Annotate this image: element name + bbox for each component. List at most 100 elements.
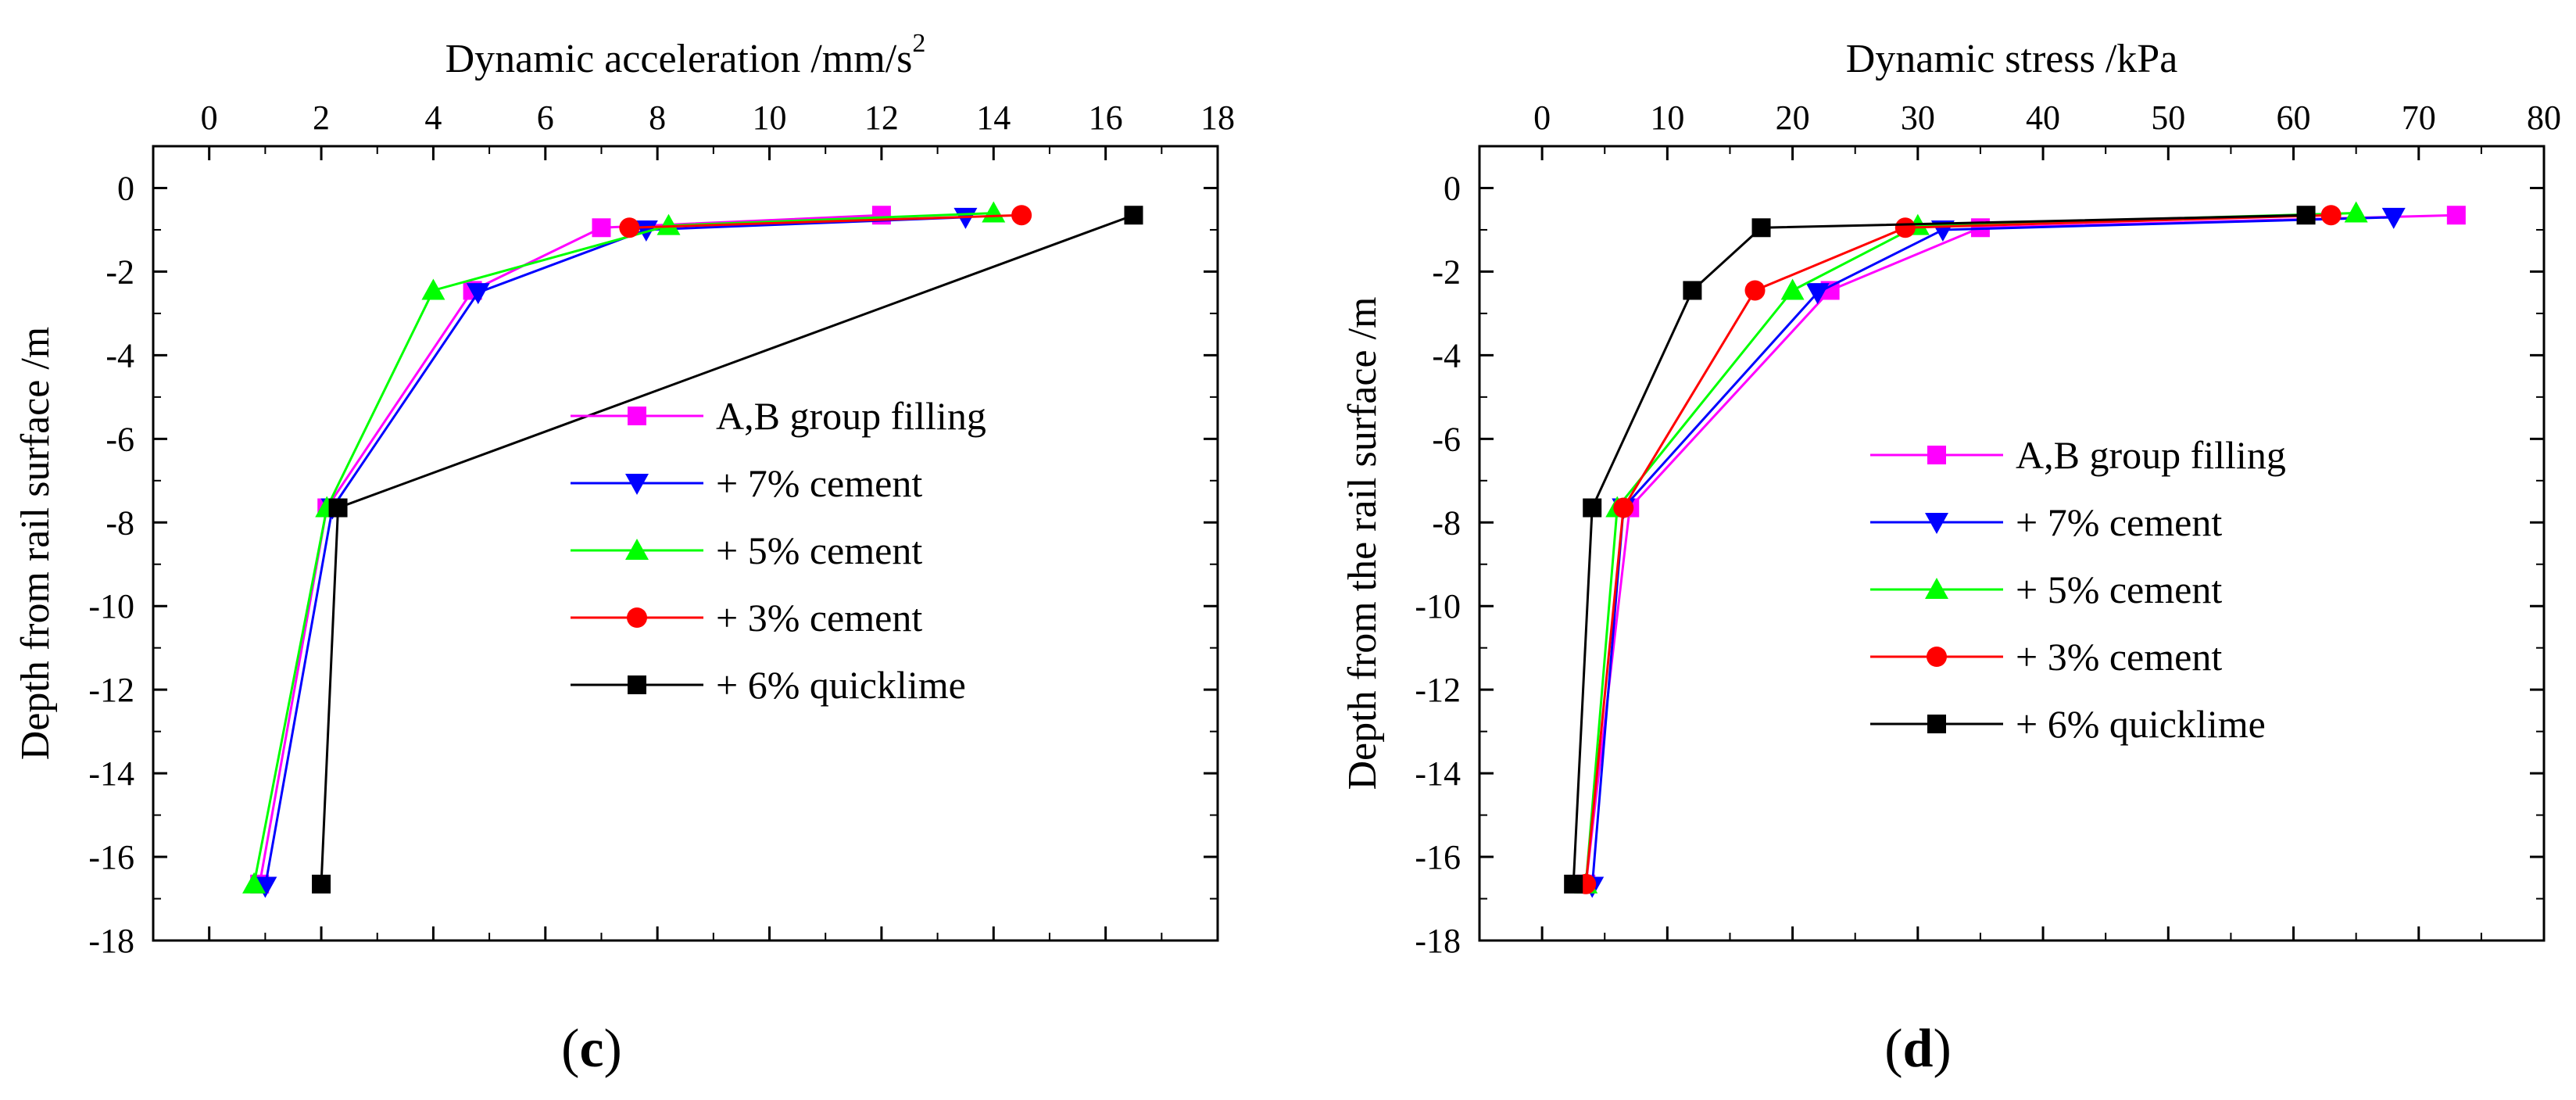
panel-label-open: (: [561, 1019, 579, 1079]
y-tick-label: -12: [1415, 671, 1461, 709]
legend-entry: + 7% cement: [2016, 500, 2222, 544]
y-tick-label: -6: [106, 420, 134, 458]
y-tick-label: -4: [106, 336, 134, 374]
series-4: [1576, 205, 2342, 894]
legend-marker: [1925, 513, 1948, 534]
y-tick-label: -10: [88, 587, 134, 625]
data-point: [312, 874, 331, 894]
panel-label: (c): [561, 1019, 622, 1079]
legend-entry: + 3% cement: [716, 596, 922, 640]
series-line: [629, 213, 1022, 229]
data-point: [1583, 498, 1602, 518]
x-axis-title-superscript: 2: [912, 29, 925, 58]
legend-marker: [1925, 578, 1948, 599]
data-point: [1894, 217, 1916, 238]
x-tick-label: 10: [1650, 99, 1684, 137]
y-tick-label: -12: [88, 671, 134, 709]
series-4: [619, 205, 1032, 238]
data-point: [2344, 201, 2368, 223]
data-point: [242, 872, 267, 894]
panel-label: (d): [1884, 1019, 1952, 1079]
y-tick-label: -18: [1415, 922, 1461, 960]
y-tick-label: -8: [106, 503, 134, 542]
plot-frame: [152, 145, 1219, 942]
legend: A,B group filling + 7% cement + 5% cement +…: [571, 394, 986, 707]
y-axis-title: Depth from the rail surface /m: [1340, 297, 1385, 790]
x-tick-label: 60: [2277, 99, 2311, 137]
x-axis-title-text: Dynamic stress /kPa: [1846, 37, 2178, 81]
x-tick-label: 30: [1901, 99, 1935, 137]
data-point: [982, 201, 1006, 223]
y-tick-label: -2: [106, 253, 134, 291]
y-axis-title: Depth from rail surface /m: [13, 327, 58, 760]
x-tick-label: 0: [201, 99, 218, 137]
series-2: [1580, 207, 2406, 898]
series-line: [1584, 213, 2456, 884]
legend-marker: [625, 474, 649, 495]
x-tick-label: 8: [649, 99, 666, 137]
data-point: [592, 218, 611, 238]
legend-entry: + 5% cement: [716, 529, 922, 572]
legend-marker: [628, 675, 646, 694]
legend-marker: [1927, 647, 1947, 667]
series-1: [1576, 206, 2466, 894]
data-point: [328, 498, 348, 518]
data-point: [2296, 206, 2316, 225]
legend-marker: [627, 607, 647, 628]
series-5: [1564, 206, 2316, 894]
data-point: [1124, 206, 1143, 225]
series-line: [1590, 216, 2394, 887]
legend-entry: + 7% cement: [716, 461, 922, 505]
legend-marker: [628, 407, 646, 425]
x-tick-label: 12: [864, 99, 899, 137]
data-point: [1011, 205, 1032, 226]
panel-label-letter: d: [1903, 1019, 1934, 1079]
data-point: [657, 213, 681, 235]
x-tick-label: 2: [313, 99, 330, 137]
legend-marker: [1927, 715, 1946, 733]
y-tick-label: -14: [88, 754, 134, 793]
x-axis-title: Dynamic acceleration /mm/s2: [445, 29, 926, 81]
y-tick-label: -2: [1432, 253, 1461, 291]
y-tick-label: -4: [1432, 336, 1461, 374]
chart-panel-2: 0 10 20 30 40 50 60 70 80 0 -2 -4 -6 -8 -10 -12 -14 -16 -1…: [1340, 37, 2561, 1079]
y-tick-label: 0: [117, 169, 134, 207]
data-point: [1683, 281, 1702, 300]
x-tick-label: 80: [2527, 99, 2561, 137]
series-line: [1572, 213, 2306, 884]
y-tick-label: -16: [1415, 838, 1461, 876]
data-point: [1613, 497, 1634, 518]
y-tick-label: 0: [1444, 169, 1461, 207]
y-tick-label: -18: [88, 922, 134, 960]
legend-entry: A,B group filling: [716, 394, 986, 438]
x-tick-label: 10: [753, 99, 787, 137]
y-tick-label: -16: [88, 838, 134, 876]
panel-label-close: ): [1933, 1019, 1951, 1079]
x-tick-label: 0: [1533, 99, 1551, 137]
data-point: [466, 283, 490, 305]
data-point: [1751, 218, 1771, 238]
data-point: [2381, 207, 2406, 229]
x-tick-label: 6: [537, 99, 554, 137]
x-tick-label: 14: [976, 99, 1011, 137]
data-point: [1564, 874, 1583, 894]
data-point: [2446, 206, 2466, 225]
panel-label-open: (: [1884, 1019, 1902, 1079]
legend-marker: [625, 539, 649, 560]
series-line: [1584, 213, 2331, 884]
x-axis-title-text: Dynamic acceleration /mm/s: [445, 37, 913, 81]
series-5: [312, 206, 1143, 894]
plot-frame: [1478, 145, 2546, 942]
data-point: [2320, 205, 2342, 226]
y-tick-label: -6: [1432, 420, 1461, 458]
panel-label-letter: c: [579, 1019, 603, 1079]
y-tick-label: -8: [1432, 503, 1461, 542]
panel-label-close: ): [604, 1019, 622, 1079]
legend-entry: + 6% quicklime: [716, 663, 966, 707]
data-point: [619, 217, 640, 238]
legend-marker: [1927, 446, 1946, 464]
x-tick-label: 4: [424, 99, 442, 137]
y-tick-label: -14: [1415, 754, 1461, 793]
legend-entry: + 3% cement: [2016, 635, 2222, 679]
